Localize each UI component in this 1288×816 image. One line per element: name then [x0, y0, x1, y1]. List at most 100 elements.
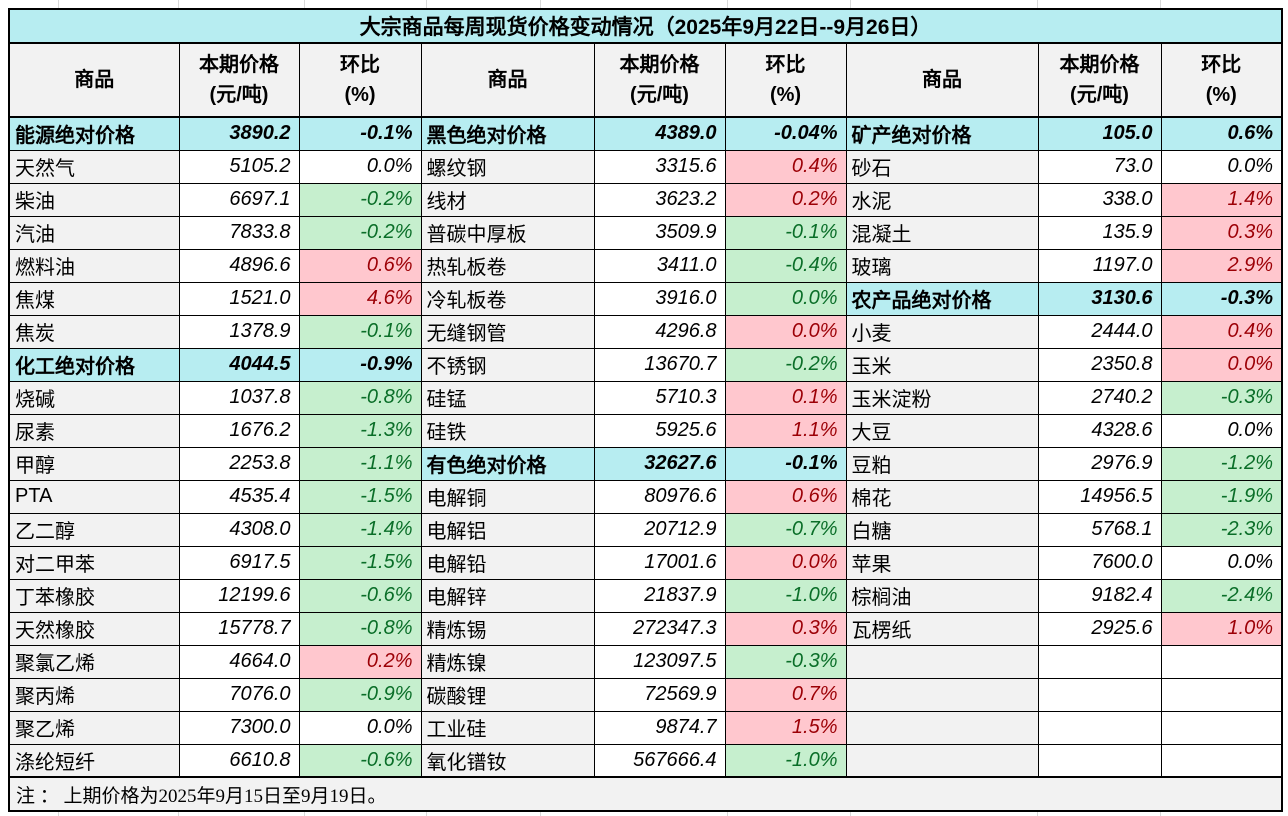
pct-cell: -0.3% [1160, 380, 1283, 415]
commodity-cell: 硅锰 [420, 380, 595, 415]
pct-cell: -0.2% [298, 182, 422, 217]
commodity-cell: 玉米淀粉 [845, 380, 1039, 415]
pct-cell: 0.0% [1160, 149, 1283, 184]
pct-cell: -1.5% [298, 545, 422, 580]
pct-cell: -0.7% [724, 512, 847, 547]
pct-cell: -0.2% [724, 347, 847, 382]
price-cell [1037, 677, 1162, 712]
price-cell: 135.9 [1037, 215, 1162, 250]
header-price-label: 本期价格 [199, 54, 279, 76]
commodity-cell: 能源绝对价格 [8, 116, 180, 151]
price-cell: 1676.2 [178, 413, 300, 448]
price-cell: 3130.6 [1037, 281, 1162, 316]
pct-cell: -0.04% [724, 116, 847, 151]
pct-cell: 0.0% [724, 281, 847, 316]
price-cell: 73.0 [1037, 149, 1162, 184]
header-price: 本期价格 (元/吨) [178, 42, 300, 118]
pct-cell: 0.0% [298, 149, 422, 184]
price-cell: 32627.6 [593, 446, 726, 481]
table-title: 大宗商品每周现货价格变动情况（2025年9月22日--9月26日） [8, 8, 1283, 44]
table-row: 焦炭 1378.9 -0.1% 无缝钢管 4296.8 0.0% 小麦 2444.0 0.4% [8, 314, 1283, 349]
price-cell: 9182.4 [1037, 578, 1162, 613]
table-row: 尿素 1676.2 -1.3% 硅铁 5925.6 1.1% 大豆 4328.6 0.0% [8, 413, 1283, 448]
table-row: 柴油 6697.1 -0.2% 线材 3623.2 0.2% 水泥 338.0 1.4% [8, 182, 1283, 217]
table-row: PTA 4535.4 -1.5% 电解铜 80976.6 0.6% 棉花 14956.5 -1.… [8, 479, 1283, 514]
commodity-cell: 精炼锡 [420, 611, 595, 646]
price-cell: 7833.8 [178, 215, 300, 250]
price-cell: 1037.8 [178, 380, 300, 415]
commodity-cell: 丁苯橡胶 [8, 578, 180, 613]
header-commodity: 商品 [8, 42, 180, 118]
pct-cell: -0.6% [298, 578, 422, 613]
price-cell: 7076.0 [178, 677, 300, 712]
pct-cell: 2.9% [1160, 248, 1283, 283]
price-cell: 1521.0 [178, 281, 300, 316]
pct-cell [1160, 644, 1283, 679]
commodity-cell: 电解铅 [420, 545, 595, 580]
table-row: 聚丙烯 7076.0 -0.9% 碳酸锂 72569.9 0.7% [8, 677, 1283, 712]
commodity-cell: 尿素 [8, 413, 180, 448]
price-cell: 6610.8 [178, 743, 300, 778]
commodity-cell: 汽油 [8, 215, 180, 250]
commodity-cell: 黑色绝对价格 [420, 116, 595, 151]
price-cell: 5925.6 [593, 413, 726, 448]
table-row: 汽油 7833.8 -0.2% 普碳中厚板 3509.9 -0.1% 混凝土 135.9 0.3… [8, 215, 1283, 250]
commodity-cell: 大豆 [845, 413, 1039, 448]
price-cell: 1378.9 [178, 314, 300, 349]
commodity-cell: 有色绝对价格 [420, 446, 595, 481]
commodity-cell: 焦炭 [8, 314, 180, 349]
commodity-cell: 不锈钢 [420, 347, 595, 382]
pct-cell: -0.9% [298, 347, 422, 382]
header-pct-unit: (%) [344, 84, 376, 106]
commodity-cell: 玻璃 [845, 248, 1039, 283]
pct-cell: 0.0% [298, 710, 422, 745]
pct-cell: -0.8% [298, 380, 422, 415]
price-cell: 6917.5 [178, 545, 300, 580]
commodity-cell: 棉花 [845, 479, 1039, 514]
table-row: 涤纶短纤 6610.8 -0.6% 氧化镨钕 567666.4 -1.0% [8, 743, 1283, 778]
pct-cell: -1.0% [724, 578, 847, 613]
commodity-cell: 氧化镨钕 [420, 743, 595, 778]
price-cell: 3916.0 [593, 281, 726, 316]
commodity-cell: 热轧板卷 [420, 248, 595, 283]
price-cell: 5710.3 [593, 380, 726, 415]
price-cell: 9874.7 [593, 710, 726, 745]
commodity-cell: 甲醇 [8, 446, 180, 481]
price-cell: 4535.4 [178, 479, 300, 514]
table-row: 聚氯乙烯 4664.0 0.2% 精炼镍 123097.5 -0.3% [8, 644, 1283, 679]
pct-cell: 0.4% [1160, 314, 1283, 349]
pct-cell [1160, 677, 1283, 712]
header-commodity: 商品 [845, 42, 1039, 118]
commodity-cell: 白糖 [845, 512, 1039, 547]
price-cell: 2444.0 [1037, 314, 1162, 349]
price-cell: 5105.2 [178, 149, 300, 184]
pct-cell: -1.0% [724, 743, 847, 778]
price-cell [1037, 743, 1162, 778]
table-row: 燃料油 4896.6 0.6% 热轧板卷 3411.0 -0.4% 玻璃 1197.0 2.9% [8, 248, 1283, 283]
pct-cell [1160, 743, 1283, 778]
pct-cell: -0.2% [298, 215, 422, 250]
table-row: 天然气 5105.2 0.0% 螺纹钢 3315.6 0.4% 砂石 73.0 0.0% [8, 149, 1283, 184]
pct-cell: -1.5% [298, 479, 422, 514]
commodity-cell: 涤纶短纤 [8, 743, 180, 778]
commodity-cell [845, 710, 1039, 745]
header-price: 本期价格 (元/吨) [593, 42, 726, 118]
table-row: 焦煤 1521.0 4.6% 冷轧板卷 3916.0 0.0% 农产品绝对价格 3130.6-… [8, 281, 1283, 316]
commodity-cell: 燃料油 [8, 248, 180, 283]
price-cell: 5768.1 [1037, 512, 1162, 547]
pct-cell: -0.3% [1160, 281, 1283, 316]
pct-cell: -0.1% [724, 446, 847, 481]
commodity-cell: 混凝土 [845, 215, 1039, 250]
pct-cell: 4.6% [298, 281, 422, 316]
pct-cell: -1.1% [298, 446, 422, 481]
pct-cell: 0.0% [724, 545, 847, 580]
price-cell: 4664.0 [178, 644, 300, 679]
commodity-cell: 瓦楞纸 [845, 611, 1039, 646]
commodity-cell: 柴油 [8, 182, 180, 217]
table-body: 能源绝对价格 3890.2 -0.1% 黑色绝对价格 4389.0 -0.04% 矿产绝对价… [8, 116, 1283, 778]
commodity-cell: 水泥 [845, 182, 1039, 217]
pct-cell: -0.6% [298, 743, 422, 778]
pct-cell: -1.9% [1160, 479, 1283, 514]
commodity-cell [845, 644, 1039, 679]
table-row: 聚乙烯 7300.0 0.0% 工业硅 9874.7 1.5% [8, 710, 1283, 745]
